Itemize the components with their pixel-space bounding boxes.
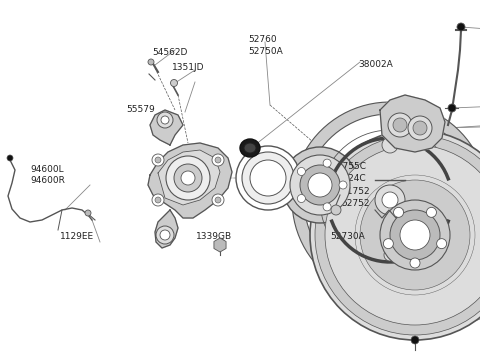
Text: 94600L: 94600L [30, 165, 64, 174]
Text: 51752: 51752 [341, 187, 370, 196]
Circle shape [148, 59, 154, 65]
Circle shape [85, 210, 91, 216]
Circle shape [300, 165, 340, 205]
Circle shape [155, 197, 161, 203]
Circle shape [298, 195, 305, 203]
Circle shape [166, 156, 210, 200]
Circle shape [393, 118, 407, 132]
Ellipse shape [240, 139, 260, 157]
Circle shape [152, 194, 164, 206]
Circle shape [298, 168, 305, 175]
Circle shape [411, 336, 419, 344]
Circle shape [323, 159, 331, 167]
Circle shape [156, 226, 174, 244]
Circle shape [437, 239, 446, 249]
Text: 52730A: 52730A [330, 232, 365, 241]
Circle shape [310, 130, 480, 340]
Text: 1339GB: 1339GB [196, 232, 232, 241]
Circle shape [400, 220, 430, 250]
Circle shape [410, 258, 420, 268]
Text: 51755C: 51755C [331, 162, 366, 171]
Circle shape [457, 23, 465, 31]
Ellipse shape [244, 143, 256, 153]
Circle shape [282, 147, 358, 223]
Polygon shape [292, 102, 475, 298]
Polygon shape [380, 95, 445, 152]
Circle shape [242, 152, 294, 204]
Circle shape [170, 79, 178, 87]
Circle shape [157, 112, 173, 128]
Circle shape [315, 135, 480, 335]
Circle shape [388, 113, 412, 137]
Text: 54562D: 54562D [152, 48, 187, 57]
Circle shape [160, 230, 170, 240]
Circle shape [384, 239, 394, 249]
Circle shape [290, 155, 350, 215]
Circle shape [212, 154, 224, 166]
Polygon shape [148, 143, 232, 218]
Circle shape [174, 164, 202, 192]
Text: 94600R: 94600R [30, 176, 65, 185]
Circle shape [408, 116, 432, 140]
Circle shape [323, 203, 331, 211]
Text: 1351JD: 1351JD [172, 63, 204, 72]
Circle shape [181, 171, 195, 185]
Circle shape [380, 200, 450, 270]
Circle shape [236, 146, 300, 210]
Circle shape [382, 192, 398, 208]
Text: 55579: 55579 [126, 105, 155, 114]
Circle shape [413, 121, 427, 135]
Circle shape [215, 197, 221, 203]
Circle shape [215, 157, 221, 163]
Circle shape [426, 207, 436, 217]
Text: 52750A: 52750A [248, 47, 283, 56]
Text: 52760: 52760 [248, 35, 276, 44]
Polygon shape [155, 210, 178, 248]
Circle shape [308, 173, 332, 197]
Text: 1129EE: 1129EE [60, 232, 94, 241]
Circle shape [161, 116, 169, 124]
Circle shape [384, 249, 396, 261]
Text: 52752: 52752 [341, 199, 370, 208]
Text: 54324C: 54324C [331, 174, 366, 183]
Circle shape [448, 104, 456, 112]
Circle shape [394, 207, 404, 217]
Circle shape [390, 210, 440, 260]
Polygon shape [150, 110, 183, 145]
Circle shape [155, 157, 161, 163]
Circle shape [360, 180, 470, 290]
Circle shape [212, 194, 224, 206]
Circle shape [382, 137, 398, 153]
Circle shape [375, 185, 405, 215]
Circle shape [152, 154, 164, 166]
Circle shape [339, 181, 347, 189]
Text: 38002A: 38002A [358, 60, 393, 69]
Circle shape [7, 155, 13, 161]
Polygon shape [158, 150, 220, 205]
Circle shape [250, 160, 286, 196]
Circle shape [331, 205, 341, 215]
Circle shape [325, 145, 480, 325]
